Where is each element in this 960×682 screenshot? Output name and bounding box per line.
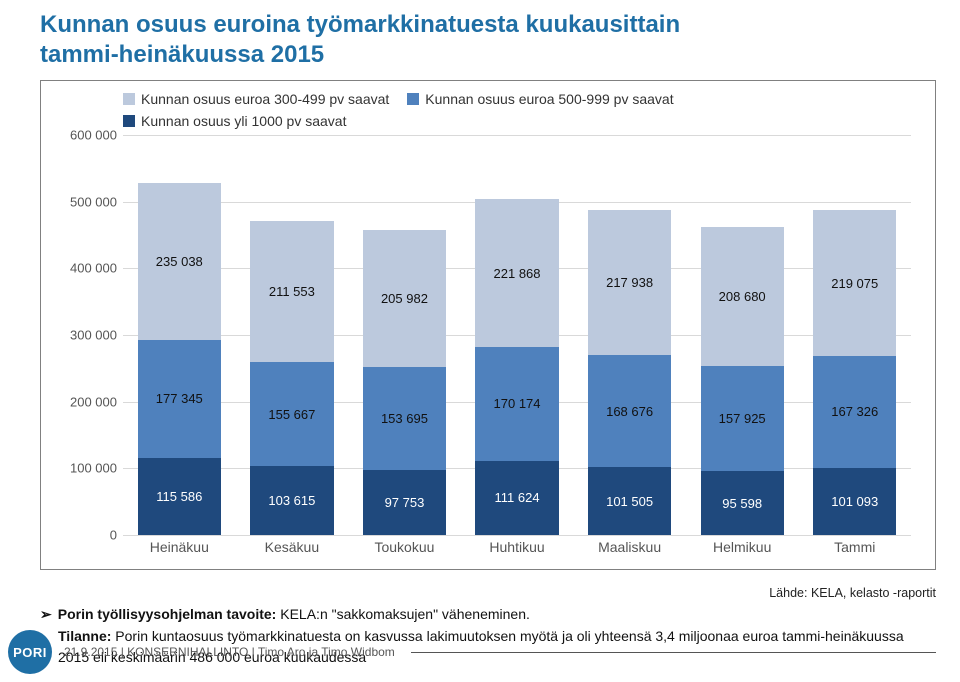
legend-item-1: Kunnan osuus euroa 500-999 pv saavat xyxy=(407,91,673,107)
bar-segment-bottom: 97 753 xyxy=(363,470,446,535)
gridline xyxy=(123,535,911,536)
stacked-bar: 235 038177 345115 586 xyxy=(138,183,221,535)
chart-frame: Kunnan osuus euroa 300-499 pv saavat Kun… xyxy=(40,80,936,570)
bar-segment-bottom: 103 615 xyxy=(250,466,333,535)
y-tick-label: 300 000 xyxy=(63,328,117,343)
bar-segment-bottom: 111 624 xyxy=(475,461,558,535)
page-title: Kunnan osuus euroina työmarkkinatuesta k… xyxy=(40,10,936,70)
legend-label: Kunnan osuus yli 1000 pv saavat xyxy=(141,113,346,129)
bar-segment-top: 205 982 xyxy=(363,230,446,367)
x-tick-label: Helmikuu xyxy=(686,539,799,555)
stacked-bar: 221 868170 174111 624 xyxy=(475,199,558,535)
bar-column: 235 038177 345115 586 xyxy=(123,135,236,535)
y-tick-label: 600 000 xyxy=(63,128,117,143)
bar-segment-middle: 168 676 xyxy=(588,355,671,467)
page: Kunnan osuus euroina työmarkkinatuesta k… xyxy=(0,0,960,682)
source-text: Lähde: KELA, kelasto -raportit xyxy=(40,584,936,602)
bar-segment-top: 219 075 xyxy=(813,210,896,356)
bar-column: 208 680157 92595 598 xyxy=(686,135,799,535)
chevron-right-icon: ➢ xyxy=(40,604,52,624)
y-tick-label: 100 000 xyxy=(63,461,117,476)
x-tick-label: Huhtikuu xyxy=(461,539,574,555)
legend-item-2: Kunnan osuus yli 1000 pv saavat xyxy=(123,113,911,129)
y-tick-label: 0 xyxy=(63,528,117,543)
bullet-text: Porin työllisyysohjelman tavoite: KELA:n… xyxy=(58,604,530,624)
x-axis-labels: HeinäkuuKesäkuuToukokuuHuhtikuuMaaliskuu… xyxy=(123,539,911,555)
brand-text: PORI xyxy=(13,645,47,660)
x-tick-label: Heinäkuu xyxy=(123,539,236,555)
bar-segment-top: 211 553 xyxy=(250,221,333,362)
x-tick-label: Toukokuu xyxy=(348,539,461,555)
title-line-2: tammi-heinäkuussa 2015 xyxy=(40,41,324,68)
bar-segment-middle: 167 326 xyxy=(813,356,896,468)
title-line-1: Kunnan osuus euroina työmarkkinatuesta k… xyxy=(40,11,680,38)
x-tick-label: Maaliskuu xyxy=(573,539,686,555)
footer: PORI 21.9.2015 | KONSERNIHALLINTO | Timo… xyxy=(0,630,960,674)
chart-plot: 0100 000200 000300 000400 000500 000600 … xyxy=(123,135,911,535)
legend-label: Kunnan osuus euroa 500-999 pv saavat xyxy=(425,91,673,107)
legend-swatch-icon xyxy=(123,115,135,127)
stacked-bar: 211 553155 667103 615 xyxy=(250,221,333,535)
bar-column: 217 938168 676101 505 xyxy=(573,135,686,535)
stacked-bar: 208 680157 92595 598 xyxy=(701,227,784,535)
legend-label: Kunnan osuus euroa 300-499 pv saavat xyxy=(141,91,389,107)
stacked-bar: 219 075167 326101 093 xyxy=(813,210,896,535)
bar-segment-top: 217 938 xyxy=(588,210,671,355)
stacked-bar: 217 938168 676101 505 xyxy=(588,210,671,535)
bar-column: 219 075167 326101 093 xyxy=(798,135,911,535)
bar-segment-middle: 177 345 xyxy=(138,340,221,458)
legend-swatch-icon xyxy=(407,93,419,105)
bullet-bold: Porin työllisyysohjelman tavoite: xyxy=(58,606,277,622)
y-tick-label: 500 000 xyxy=(63,194,117,209)
y-tick-label: 400 000 xyxy=(63,261,117,276)
bar-column: 211 553155 667103 615 xyxy=(236,135,349,535)
y-tick-label: 200 000 xyxy=(63,394,117,409)
bar-segment-bottom: 101 093 xyxy=(813,468,896,535)
bar-segment-middle: 155 667 xyxy=(250,362,333,466)
bar-segment-bottom: 115 586 xyxy=(138,458,221,535)
bar-segment-middle: 153 695 xyxy=(363,367,446,469)
x-tick-label: Kesäkuu xyxy=(236,539,349,555)
footer-text: 21.9.2015 | KONSERNIHALLINTO | Timo Aro … xyxy=(64,645,395,659)
bar-segment-middle: 157 925 xyxy=(701,366,784,471)
bar-segment-top: 208 680 xyxy=(701,227,784,366)
bullet-rest: KELA:n "sakkomaksujen" väheneminen. xyxy=(276,606,530,622)
bar-column: 205 982153 69597 753 xyxy=(348,135,461,535)
stacked-bar: 205 982153 69597 753 xyxy=(363,230,446,535)
chart-legend: Kunnan osuus euroa 300-499 pv saavat Kun… xyxy=(123,91,911,129)
legend-swatch-icon xyxy=(123,93,135,105)
brand-badge: PORI xyxy=(8,630,52,674)
bar-segment-middle: 170 174 xyxy=(475,347,558,460)
footer-separator xyxy=(411,652,936,653)
legend-item-0: Kunnan osuus euroa 300-499 pv saavat xyxy=(123,91,389,107)
bars: 235 038177 345115 586 211 553155 667103 6… xyxy=(123,135,911,535)
bullet-1: ➢ Porin työllisyysohjelman tavoite: KELA… xyxy=(40,604,936,624)
bar-segment-bottom: 95 598 xyxy=(701,471,784,535)
bar-column: 221 868170 174111 624 xyxy=(461,135,574,535)
x-tick-label: Tammi xyxy=(798,539,911,555)
bar-segment-top: 235 038 xyxy=(138,183,221,340)
bar-segment-bottom: 101 505 xyxy=(588,467,671,535)
bar-segment-top: 221 868 xyxy=(475,199,558,347)
